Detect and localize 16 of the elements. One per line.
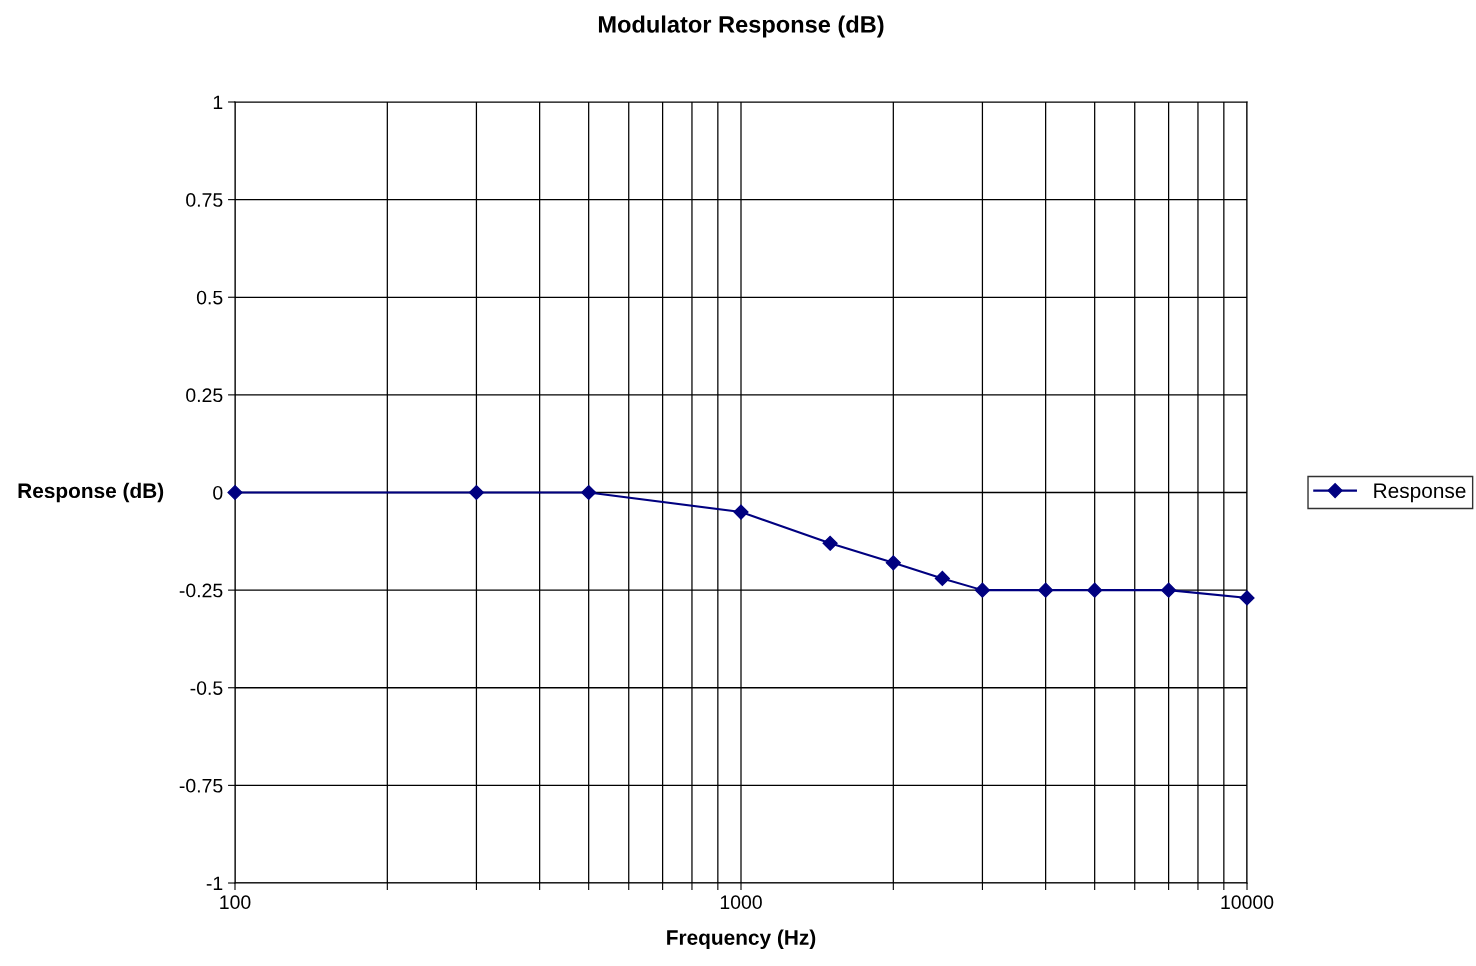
chart-title: Modulator Response (dB) [598,15,884,38]
y-tick-label: 0.25 [186,388,223,403]
x-tick-label: 10000 [1221,895,1274,910]
y-tick-label: -1 [206,876,223,891]
y-tick-label: 0.5 [196,290,223,305]
y-tick-label: -0.25 [179,583,223,598]
x-tick-label: 100 [220,895,251,910]
y-axis-title: Response (dB) [18,482,164,503]
y-tick-label: 0.75 [186,193,223,207]
y-tick-label: -0.75 [179,778,223,793]
y-tick-label: 0 [213,485,223,500]
y-tick-label: 1 [213,95,223,110]
y-tick-label: -0.5 [190,681,223,695]
legend-label: Response [1374,483,1466,503]
x-tick-label: 1000 [720,895,762,910]
x-axis-title: Frequency (Hz) [667,929,816,950]
